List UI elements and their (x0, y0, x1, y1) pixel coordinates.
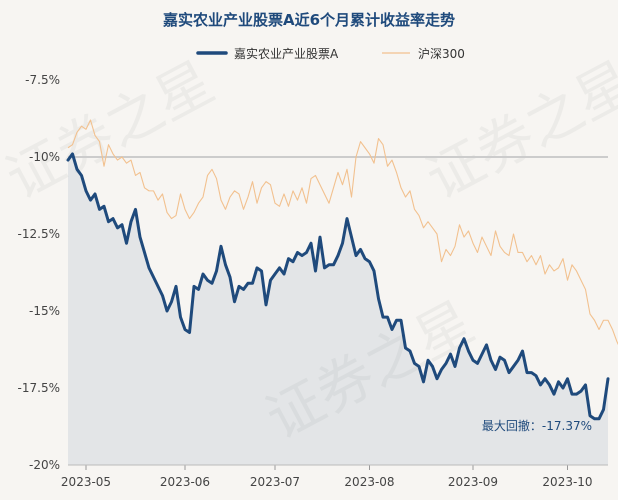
series-line-fund (66, 152, 610, 421)
x-tick-label: 2023-09 (448, 475, 498, 489)
y-tick-label: -7.5% (25, 73, 60, 87)
x-tick-label: 2023-08 (344, 475, 394, 489)
x-tick-label: 2023-06 (160, 475, 210, 489)
chart-title: 嘉实农业产业股票A近6个月累计收益率走势 (162, 11, 455, 29)
fund-area-fill (68, 153, 608, 466)
x-axis: 2023-05 2023-06 2023-07 2023-08 2023-09 2023-… (61, 465, 593, 489)
x-tick-label: 2023-07 (250, 475, 300, 489)
legend-item-fund: 嘉实农业产业股票A (196, 46, 339, 61)
x-tick-label: 2023-05 (61, 475, 111, 489)
y-tick-label: -12.5% (18, 227, 60, 241)
legend: 嘉实农业产业股票A 沪深300 (196, 46, 465, 61)
max-drawdown-annotation: 最大回撤：-17.37% (482, 418, 592, 433)
series-line-index (67, 119, 618, 346)
y-tick-label: -17.5% (18, 381, 60, 395)
y-axis: -7.5% -10% -12.5% -15% -17.5% -20% (18, 73, 60, 472)
legend-label-fund: 嘉实农业产业股票A (234, 46, 339, 61)
y-tick-label: -20% (29, 458, 60, 472)
watermark-text-3: 证券之星 (416, 50, 618, 213)
x-tick-label: 2023-10 (542, 475, 592, 489)
y-tick-label: -15% (29, 304, 60, 318)
legend-item-index: 沪深300 (382, 47, 465, 61)
y-tick-label: -10% (29, 150, 60, 164)
legend-label-index: 沪深300 (418, 47, 465, 61)
